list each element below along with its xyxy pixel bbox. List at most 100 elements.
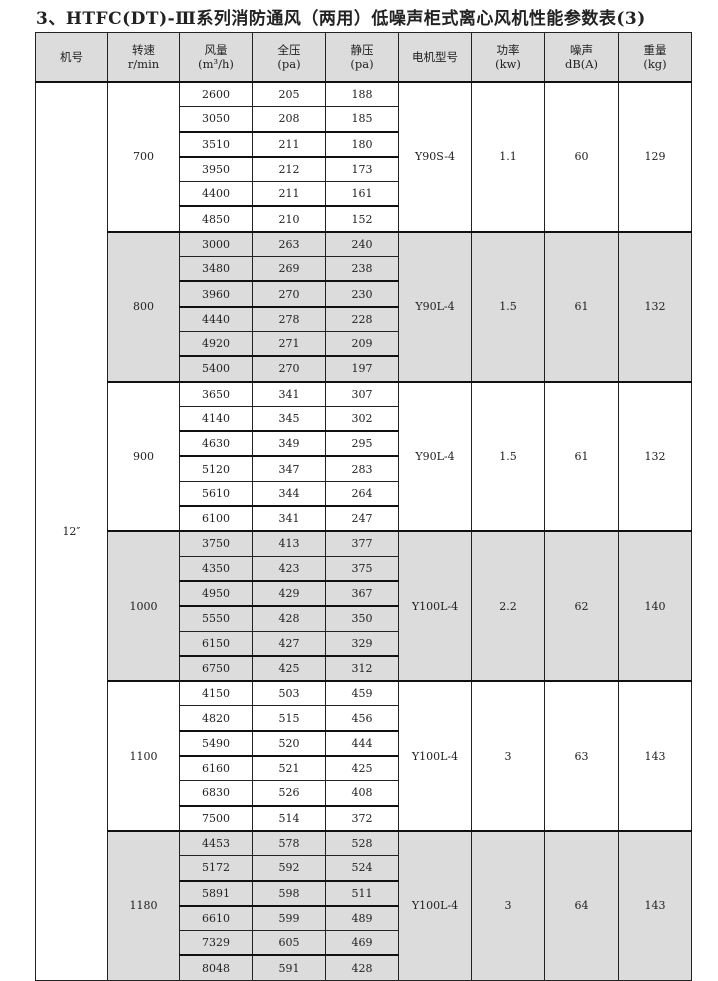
static-pressure-cell: 264 <box>325 480 399 507</box>
noise-cell: 64 <box>544 829 619 981</box>
total-pressure-cell: 341 <box>252 505 326 532</box>
noise-cell: 62 <box>544 530 619 682</box>
table-row: 5891 598 511 <box>36 879 692 907</box>
table-row: 4400 211 161 <box>36 181 692 207</box>
static-pressure-cell: 367 <box>325 579 399 607</box>
header-motor-model: 电机型号 <box>398 32 472 83</box>
motor-model-cell: Y100L-4 <box>398 680 472 832</box>
total-pressure-cell: 427 <box>252 630 326 657</box>
header-speed: 转速 r/min <box>107 32 180 83</box>
static-pressure-cell: 489 <box>325 904 399 932</box>
header-label: 静压 <box>350 43 374 57</box>
header-label: 电机型号 <box>412 50 458 64</box>
table-row: 5550 428 350 <box>36 605 692 632</box>
total-pressure-cell: 599 <box>252 904 326 932</box>
weight-cell: 129 <box>618 81 692 233</box>
airflow-cell: 4350 <box>179 555 253 582</box>
header-static-pressure: 静压 (pa) <box>325 32 399 83</box>
table-row: 3950 212 173 <box>36 155 692 183</box>
static-pressure-cell: 307 <box>325 380 399 407</box>
header-unit: dB(A) <box>564 57 599 71</box>
airflow-cell: 5120 <box>179 455 253 482</box>
airflow-cell: 3650 <box>179 380 253 407</box>
header-airflow: 风量 (m³/h) <box>179 32 253 83</box>
table-row: 4850 210 152 <box>36 205 692 233</box>
total-pressure-cell: 271 <box>252 330 326 357</box>
total-pressure-cell: 263 <box>252 230 326 258</box>
table-row: 5172 592 524 <box>36 855 692 881</box>
static-pressure-cell: 302 <box>325 405 399 432</box>
total-pressure-cell: 428 <box>252 605 326 632</box>
header-label: 全压 <box>277 43 301 57</box>
airflow-cell: 4630 <box>179 430 253 457</box>
table-row: 5120 347 283 <box>36 455 692 482</box>
static-pressure-cell: 152 <box>325 205 399 233</box>
power-cell: 1.5 <box>471 380 545 532</box>
airflow-cell: 6160 <box>179 755 253 782</box>
airflow-cell: 4950 <box>179 579 253 607</box>
static-pressure-cell: 459 <box>325 680 399 707</box>
header-unit: (pa) <box>350 57 374 71</box>
static-pressure-cell: 161 <box>325 181 399 207</box>
total-pressure-cell: 211 <box>252 130 326 158</box>
static-pressure-cell: 185 <box>325 106 399 133</box>
static-pressure-cell: 372 <box>325 804 399 832</box>
static-pressure-cell: 469 <box>325 930 399 956</box>
weight-cell: 132 <box>618 380 692 532</box>
table-row: 4350 423 375 <box>36 555 692 582</box>
header-label: 功率 <box>496 43 520 57</box>
header-unit: (kg) <box>643 57 667 71</box>
total-pressure-cell: 413 <box>252 530 326 557</box>
header-unit: (m³/h) <box>198 57 234 71</box>
airflow-cell: 4440 <box>179 305 253 332</box>
header-weight: 重量 (kg) <box>618 32 692 83</box>
table-row: 5400 270 197 <box>36 355 692 383</box>
static-pressure-cell: 247 <box>325 505 399 532</box>
static-pressure-cell: 230 <box>325 280 399 308</box>
total-pressure-cell: 269 <box>252 256 326 282</box>
header-unit: (kw) <box>495 57 521 71</box>
static-pressure-cell: 375 <box>325 555 399 582</box>
total-pressure-cell: 423 <box>252 555 326 582</box>
page-title: 3、HTFC(DT)-Ⅲ系列消防通风（两用）低噪声柜式离心风机性能参数表(3) <box>36 9 646 29</box>
airflow-cell: 3050 <box>179 106 253 133</box>
header-machine-no: 机号 <box>35 32 108 83</box>
total-pressure-cell: 425 <box>252 654 326 682</box>
motor-model-cell: Y90L-4 <box>398 380 472 532</box>
power-cell: 3 <box>471 829 545 981</box>
header-total-pressure: 全压 (pa) <box>252 32 326 83</box>
static-pressure-cell: 350 <box>325 605 399 632</box>
total-pressure-cell: 270 <box>252 280 326 308</box>
airflow-cell: 8048 <box>179 954 253 981</box>
table-row: 4630 349 295 <box>36 430 692 457</box>
power-cell: 1.5 <box>471 230 545 383</box>
total-pressure-cell: 605 <box>252 930 326 956</box>
table-row: 4820 515 456 <box>36 705 692 732</box>
static-pressure-cell: 238 <box>325 256 399 282</box>
total-pressure-cell: 205 <box>252 81 326 108</box>
airflow-cell: 4453 <box>179 829 253 857</box>
total-pressure-cell: 592 <box>252 855 326 881</box>
airflow-cell: 4140 <box>179 405 253 432</box>
airflow-cell: 5490 <box>179 729 253 757</box>
power-cell: 2.2 <box>471 530 545 682</box>
total-pressure-cell: 520 <box>252 729 326 757</box>
fan-performance-table: 机号 转速 r/min 风量 (m³/h) 全压 (pa) 静压 (pa) 电机型号 功率 (kw) 噪… <box>35 32 692 981</box>
total-pressure-cell: 503 <box>252 680 326 707</box>
weight-cell: 132 <box>618 230 692 383</box>
power-cell: 1.1 <box>471 81 545 233</box>
airflow-cell: 5610 <box>179 480 253 507</box>
airflow-cell: 6150 <box>179 630 253 657</box>
airflow-cell: 6610 <box>179 904 253 932</box>
table-row: 3050 208 185 <box>36 106 692 133</box>
total-pressure-cell: 208 <box>252 106 326 133</box>
airflow-cell: 4920 <box>179 330 253 357</box>
airflow-cell: 3510 <box>179 130 253 158</box>
static-pressure-cell: 295 <box>325 430 399 457</box>
table-row: 6100 341 247 <box>36 505 692 532</box>
total-pressure-cell: 598 <box>252 879 326 907</box>
static-pressure-cell: 173 <box>325 155 399 183</box>
static-pressure-cell: 444 <box>325 729 399 757</box>
static-pressure-cell: 283 <box>325 455 399 482</box>
static-pressure-cell: 528 <box>325 829 399 857</box>
